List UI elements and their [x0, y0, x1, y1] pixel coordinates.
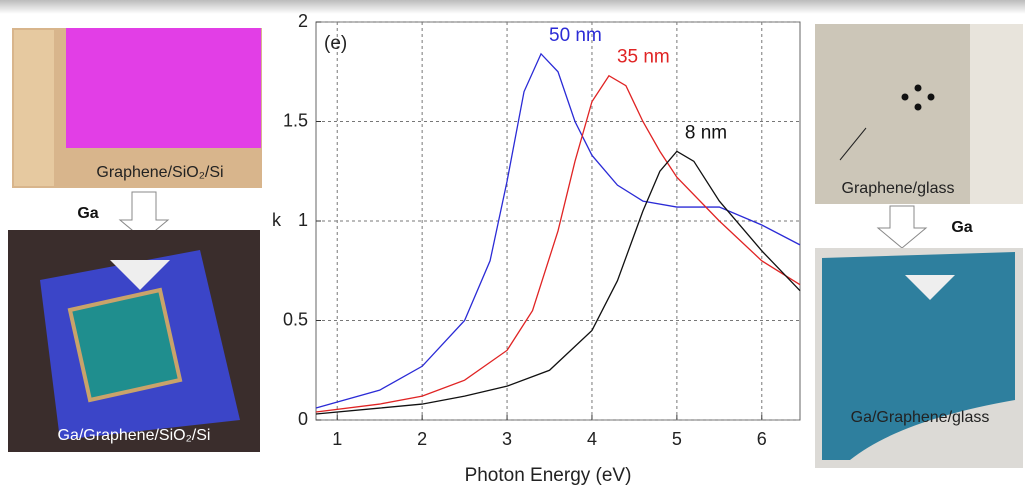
x-tick-label: 3	[502, 429, 512, 449]
series-label: 8 nm	[685, 122, 727, 143]
dot	[914, 84, 922, 92]
y-tick-label: 2	[298, 11, 308, 31]
y-tick-label: 0	[298, 409, 308, 429]
arrow-label: Ga	[77, 205, 98, 222]
series-line	[315, 150, 801, 415]
y-tick-label: 0.5	[283, 309, 308, 329]
annotation: (e)	[324, 33, 347, 54]
series-label: 35 nm	[617, 47, 670, 68]
ruler	[970, 24, 1023, 204]
x-tick-label: 1	[332, 429, 342, 449]
x-tick-label: 5	[672, 429, 682, 449]
y-tick-label: 1.5	[283, 110, 308, 130]
x-tick-label: 6	[757, 429, 767, 449]
photo-label: Ga/Graphene/glass	[851, 409, 990, 426]
x-axis-label: Photon Energy (eV)	[465, 465, 632, 486]
arrow-label: Ga	[951, 219, 972, 236]
dot	[914, 103, 922, 111]
x-tick-label: 4	[587, 429, 597, 449]
photo-label: Ga/Graphene/SiO₂/Si	[58, 427, 211, 444]
pointer	[839, 127, 867, 161]
series-line	[315, 74, 801, 413]
arrow	[905, 275, 955, 300]
dot	[901, 93, 909, 101]
chart: 1 2 3 4 5 6 0 0.5 1 1.5 2 k Photon Energy (eV) (e) 50 …	[272, 11, 801, 486]
sample	[822, 252, 1015, 460]
ruler	[14, 30, 54, 186]
y-axis-label: k	[272, 210, 282, 230]
series-label: 50 nm	[549, 25, 602, 46]
dot	[927, 93, 935, 101]
photo-label: Graphene/SiO₂/Si	[96, 164, 223, 181]
x-tick-label: 2	[417, 429, 427, 449]
top-shade	[0, 0, 1025, 14]
series-line	[315, 52, 801, 409]
y-tick-label: 1	[298, 210, 308, 230]
left-panel: Graphene/SiO₂/Si Ga Ga/Graphene/SiO₂/Si	[8, 28, 262, 452]
arrow	[876, 205, 928, 249]
photo-label: Graphene/glass	[842, 180, 955, 197]
ga-region	[67, 287, 183, 403]
sample	[66, 28, 261, 148]
right-panel: Graphene/glass Ga Ga/Graphene/glass	[815, 24, 1023, 468]
arrow	[110, 260, 170, 290]
